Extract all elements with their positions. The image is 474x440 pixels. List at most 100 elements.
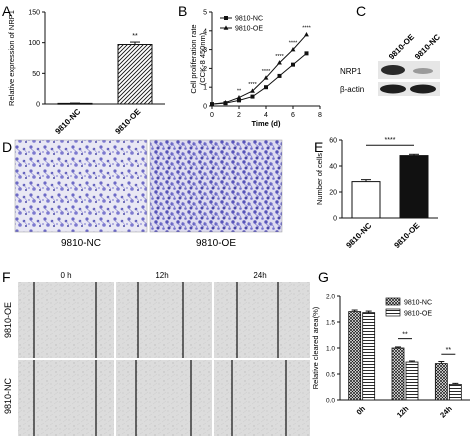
y-tick-label: 2.0 [326,294,335,301]
blot-band-nrp1-oe [381,65,405,75]
data-point [291,62,295,67]
y-tick-label: 1.5 [326,320,335,327]
y-tick-label: 5 [203,10,207,17]
panel-label-e: E [314,139,323,155]
x-tick-label: 4 [264,112,268,119]
x-tick-label: 2 [237,112,241,119]
bar [434,363,448,401]
chart-panel-b: 0 1 2 3 4 5 Cell proliferation rate(CCK-8 450n… [189,10,322,129]
series-line [211,52,307,105]
wound-edge-lines [33,282,287,436]
significance-label: **** [248,82,257,88]
significance-label: **** [275,54,284,60]
bar [448,383,462,401]
y-tick-label: 150 [28,10,40,17]
x-tick-label: 9810-OE [392,221,421,250]
significance-label: **** [385,137,396,144]
panel-label-b: B [178,3,187,19]
data-point [277,73,282,78]
y-axis-label: Relative cleared area(%) [311,306,320,389]
data-point [304,51,309,56]
blot-lane-label-nc: 9810-NC [413,32,442,61]
y-axis-label: Relative expression of NRP1 [7,10,16,106]
chart-panel-a: 0 50 100 150 Relative expression of NRP1 9810… [7,10,165,136]
data-point [236,94,242,100]
x-tick-label: 12h [395,404,411,420]
bar [348,311,362,401]
data-point [263,75,269,80]
legend-marker [223,25,229,30]
y-tick-label: 0 [203,104,207,111]
y-tick-label: 0.5 [326,372,335,379]
y-axis-label-line: (CCK-8 450nm) [198,32,207,85]
chart-panel-g: 0.0 0.5 1.0 1.5 2.0 Relative cleared area(%) 0… [311,294,470,420]
panel-label-g: G [318,269,329,285]
legend-label: 9810-NC [235,16,263,23]
data-point [250,88,255,93]
panel-label-c: C [356,3,366,19]
data-point [264,85,268,90]
x-tick-label: 8 [318,112,322,119]
significance-label: ** [237,89,242,95]
blot-band-actin-oe [380,84,406,94]
blot-band-nrp1-nc [413,68,433,74]
significance-label: **** [302,26,311,32]
wound-image-oe-0h [18,282,114,358]
wound-image-nc-0h [18,360,114,436]
data-point [277,60,282,65]
data-point [209,101,215,106]
y-axis-label: Cell proliferation rate(CCK-8 450nm) [189,24,207,93]
y-tick-label: 0 [333,216,337,223]
wound-time-label-12h: 12h [155,271,168,280]
y-tick-label: 40 [329,164,337,171]
transwell-microscopy-panel: 9810-NC 9810-OE [14,139,283,249]
panel-label-a: A [2,3,12,19]
bar [391,347,405,401]
panel-label-d: D [2,139,12,155]
y-tick-label: 1 [203,85,207,92]
legend-swatch [385,308,401,317]
wound-image-oe-24h [214,282,310,358]
wound-image-nc-12h [116,360,212,436]
legend-marker [224,16,228,20]
data-point [223,100,228,105]
microscopy-caption-nc: 9810-NC [61,238,101,249]
data-point [304,31,309,37]
legend-label: 9810-NC [404,300,432,307]
bar [117,44,153,105]
microscopy-caption-oe: 9810-OE [196,238,236,249]
chart-panel-e: 0 20 40 60 Number of cells 9810-NC 9810-OE **** [315,137,438,250]
microscopy-image-nc [14,139,148,233]
western-blot-panel: 9810-OE 9810-NC NRP1 β-actin [340,32,442,96]
legend-label: 9810-OE [235,26,263,33]
blot-lane-label-oe: 9810-OE [387,32,416,61]
y-tick-label: 2 [203,66,207,73]
x-tick-label: 0h [355,404,368,417]
bar [399,155,429,219]
blot-row-label-nrp1: NRP1 [340,67,362,76]
data-point [250,94,255,99]
blot-band-actin-nc [410,84,436,94]
significance-label: ** [132,33,138,40]
panel-label-f: F [2,269,11,285]
y-tick-label: 3 [203,47,207,54]
significance-label: **** [289,41,298,47]
data-point [290,47,296,52]
x-tick-label: 6 [291,112,295,119]
significance-label: **** [262,69,271,75]
x-tick-label: 9810-OE [113,107,142,136]
y-tick-label: 1.0 [326,346,335,353]
y-axis-label-line: Cell proliferation rate [189,24,198,93]
wound-image-oe-12h [116,282,212,358]
y-tick-label: 100 [28,40,40,47]
x-tick-label: 24h [438,404,454,420]
bar [362,312,376,401]
wound-time-label-0h: 0 h [60,271,71,280]
bar [351,181,381,219]
y-tick-label: 20 [329,190,337,197]
blot-row-label-actin: β-actin [340,85,364,94]
legend-label: 9810-OE [404,311,432,318]
bar [405,361,419,401]
y-axis-label-line: Relative cleared area(%) [311,306,320,389]
wound-healing-panel: 0 h 12h 24h 9810-OE 9810-NC [3,271,310,436]
